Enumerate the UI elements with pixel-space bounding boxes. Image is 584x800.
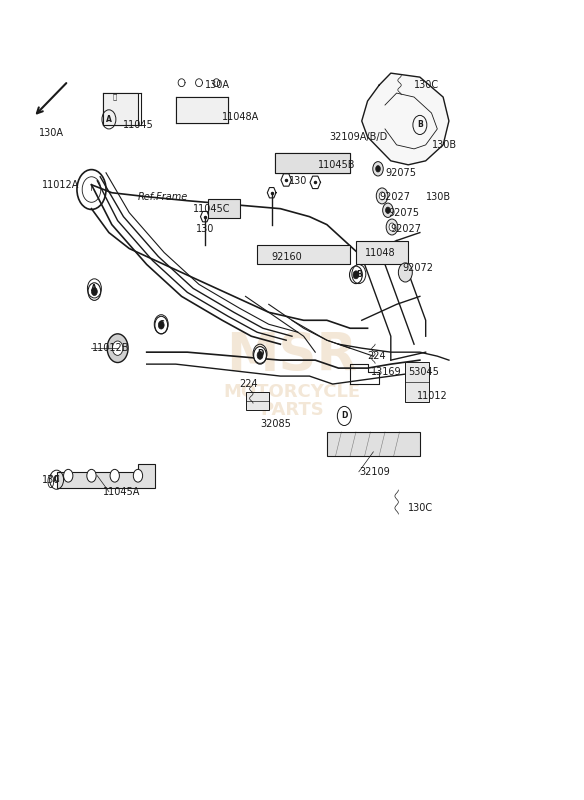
Text: PARTS: PARTS (260, 401, 324, 418)
Text: 32109: 32109 (359, 466, 390, 477)
Text: 53045: 53045 (408, 367, 439, 377)
Text: 11012A: 11012A (42, 180, 79, 190)
Circle shape (398, 263, 412, 282)
Circle shape (386, 219, 398, 235)
Circle shape (376, 166, 380, 172)
Circle shape (350, 266, 362, 284)
Bar (103, 93, 138, 125)
Text: 11045B: 11045B (318, 160, 356, 170)
Text: 32109A/B/D: 32109A/B/D (330, 132, 388, 142)
Text: 130A: 130A (205, 80, 230, 90)
Text: 130: 130 (42, 474, 61, 485)
Circle shape (110, 470, 119, 482)
Text: 130C: 130C (414, 80, 439, 90)
Text: 130: 130 (289, 176, 307, 186)
Circle shape (88, 283, 101, 300)
Polygon shape (57, 464, 155, 488)
Text: D: D (341, 411, 347, 421)
Text: MSR: MSR (227, 330, 357, 382)
Text: Ref.Frame: Ref.Frame (138, 192, 188, 202)
Text: MOTORCYCLE: MOTORCYCLE (224, 383, 360, 401)
Circle shape (92, 287, 98, 295)
Text: B: B (356, 270, 361, 278)
Text: 92027: 92027 (379, 192, 410, 202)
Polygon shape (361, 73, 449, 165)
Circle shape (133, 470, 142, 482)
Text: B: B (417, 121, 423, 130)
Text: 11012: 11012 (417, 391, 448, 401)
Text: 130B: 130B (432, 140, 457, 150)
Text: 11045C: 11045C (193, 204, 231, 214)
Circle shape (158, 321, 164, 329)
Text: 224: 224 (367, 351, 386, 361)
Text: 92075: 92075 (385, 168, 416, 178)
Text: A: A (92, 284, 98, 293)
Circle shape (373, 162, 383, 176)
Circle shape (379, 192, 385, 200)
Text: 130C: 130C (408, 502, 433, 513)
Text: 11045: 11045 (123, 120, 154, 130)
Text: 92027: 92027 (391, 223, 422, 234)
Bar (176, 97, 228, 122)
Text: 13169: 13169 (370, 367, 401, 377)
Text: A: A (106, 115, 112, 124)
Polygon shape (274, 153, 350, 173)
Text: 11048A: 11048A (223, 112, 259, 122)
Bar (274, 153, 350, 173)
Text: C: C (158, 320, 164, 329)
Circle shape (383, 203, 393, 218)
Text: 224: 224 (239, 379, 258, 389)
Text: 11012B: 11012B (92, 343, 129, 353)
Circle shape (64, 470, 73, 482)
Text: 130: 130 (196, 223, 214, 234)
Text: 92072: 92072 (402, 263, 433, 274)
Text: 130B: 130B (426, 192, 451, 202)
Circle shape (257, 351, 263, 359)
Text: C: C (54, 475, 60, 484)
Circle shape (376, 188, 388, 204)
Circle shape (112, 341, 123, 355)
Circle shape (353, 271, 359, 279)
Text: 92160: 92160 (272, 251, 303, 262)
Circle shape (87, 470, 96, 482)
Text: 92075: 92075 (388, 208, 419, 218)
Polygon shape (327, 432, 420, 456)
Text: D: D (257, 350, 263, 358)
Circle shape (107, 334, 128, 362)
Text: 11048: 11048 (364, 247, 395, 258)
Polygon shape (208, 199, 239, 218)
Circle shape (389, 223, 395, 231)
Polygon shape (257, 245, 350, 265)
Text: ੜ: ੜ (113, 94, 117, 100)
Text: 32085: 32085 (260, 419, 291, 429)
Circle shape (385, 207, 390, 214)
Text: 130A: 130A (39, 128, 64, 138)
Circle shape (253, 346, 266, 364)
Text: 11045A: 11045A (103, 486, 141, 497)
Polygon shape (245, 392, 269, 410)
Circle shape (155, 316, 168, 334)
Polygon shape (356, 241, 408, 265)
Polygon shape (405, 362, 429, 402)
